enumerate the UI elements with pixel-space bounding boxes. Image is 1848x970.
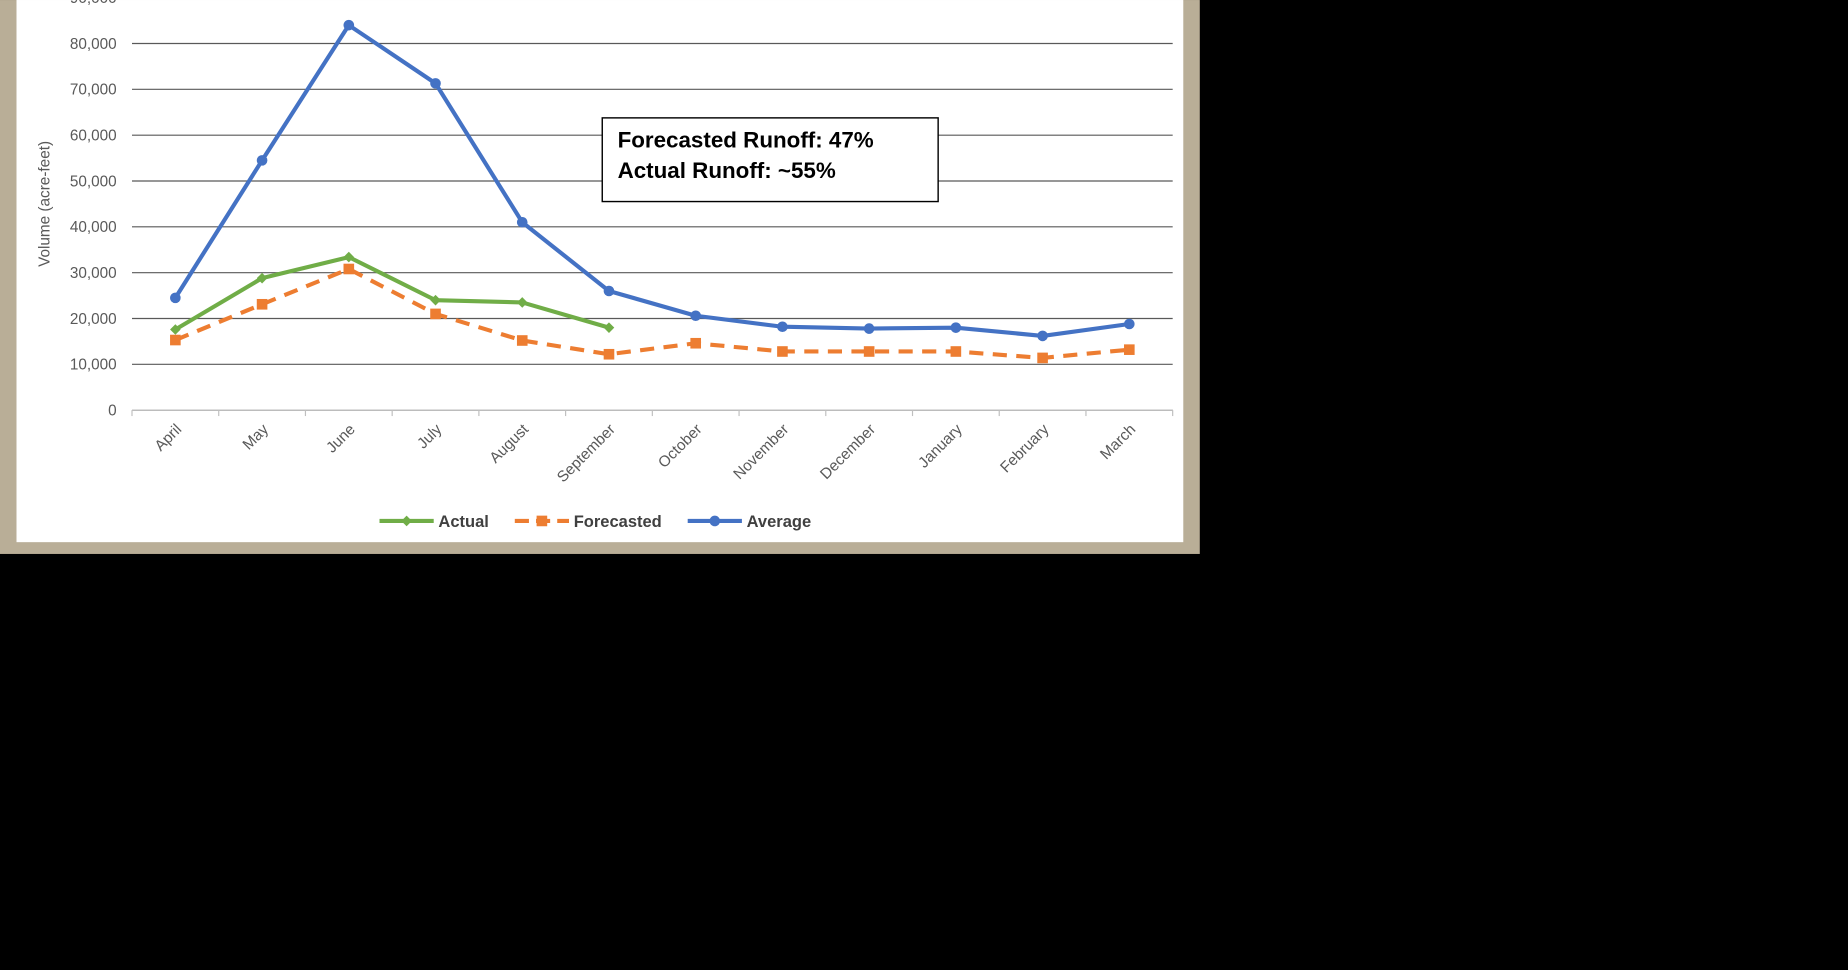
data-point — [170, 334, 181, 346]
y-tick-label: 0 — [108, 402, 117, 419]
data-point — [170, 324, 181, 335]
series-line — [173, 23, 1130, 338]
data-point — [863, 323, 875, 334]
legend-label: Average — [747, 513, 812, 531]
annotation: Forecasted Runoff: 47% — [618, 127, 874, 152]
data-point — [1124, 344, 1135, 355]
legend-label: Actual — [438, 513, 488, 531]
series-line — [174, 255, 610, 332]
data-point — [516, 335, 528, 346]
data-point — [1037, 352, 1048, 364]
data-point — [777, 346, 788, 357]
y-tick-label: 60,000 — [70, 127, 117, 144]
data-point — [516, 297, 528, 308]
data-point — [1037, 330, 1048, 342]
y-axis-label: Volume (acre-feet) — [37, 141, 54, 267]
y-tick-label: 40,000 — [70, 219, 117, 236]
data-point — [516, 216, 528, 228]
data-point — [430, 78, 441, 89]
y-tick-label: 70,000 — [70, 82, 117, 99]
y-tick-label: 80,000 — [70, 36, 117, 53]
legend-marker — [401, 515, 412, 527]
data-point — [690, 310, 702, 322]
y-tick-label: 30,000 — [70, 265, 117, 282]
annotation: Actual Runoff: ~55% — [618, 158, 836, 183]
data-point — [256, 272, 268, 284]
y-tick-label: 90,000 — [70, 0, 117, 7]
data-point — [603, 322, 615, 333]
data-point — [343, 251, 355, 263]
plot-background — [16, 0, 1184, 543]
y-tick-label: 50,000 — [70, 173, 117, 190]
data-point — [603, 285, 615, 297]
y-tick-label: 10,000 — [70, 357, 117, 374]
data-point — [256, 298, 268, 310]
y-tick-label: 20,000 — [70, 311, 117, 328]
data-point — [1124, 318, 1135, 330]
legend-label: Forecasted — [574, 513, 662, 531]
data-point — [863, 346, 875, 357]
data-point — [777, 321, 788, 333]
data-point — [343, 19, 355, 31]
legend-marker — [709, 515, 721, 527]
data-point — [950, 322, 962, 333]
data-point — [430, 308, 441, 320]
data-point — [690, 337, 702, 349]
data-point — [256, 155, 268, 166]
data-point — [343, 263, 355, 275]
legend-marker — [536, 515, 548, 527]
data-point — [170, 292, 181, 304]
annotation-box — [601, 117, 939, 203]
series-line — [174, 266, 1130, 360]
data-point — [950, 346, 962, 357]
data-point — [603, 348, 615, 360]
